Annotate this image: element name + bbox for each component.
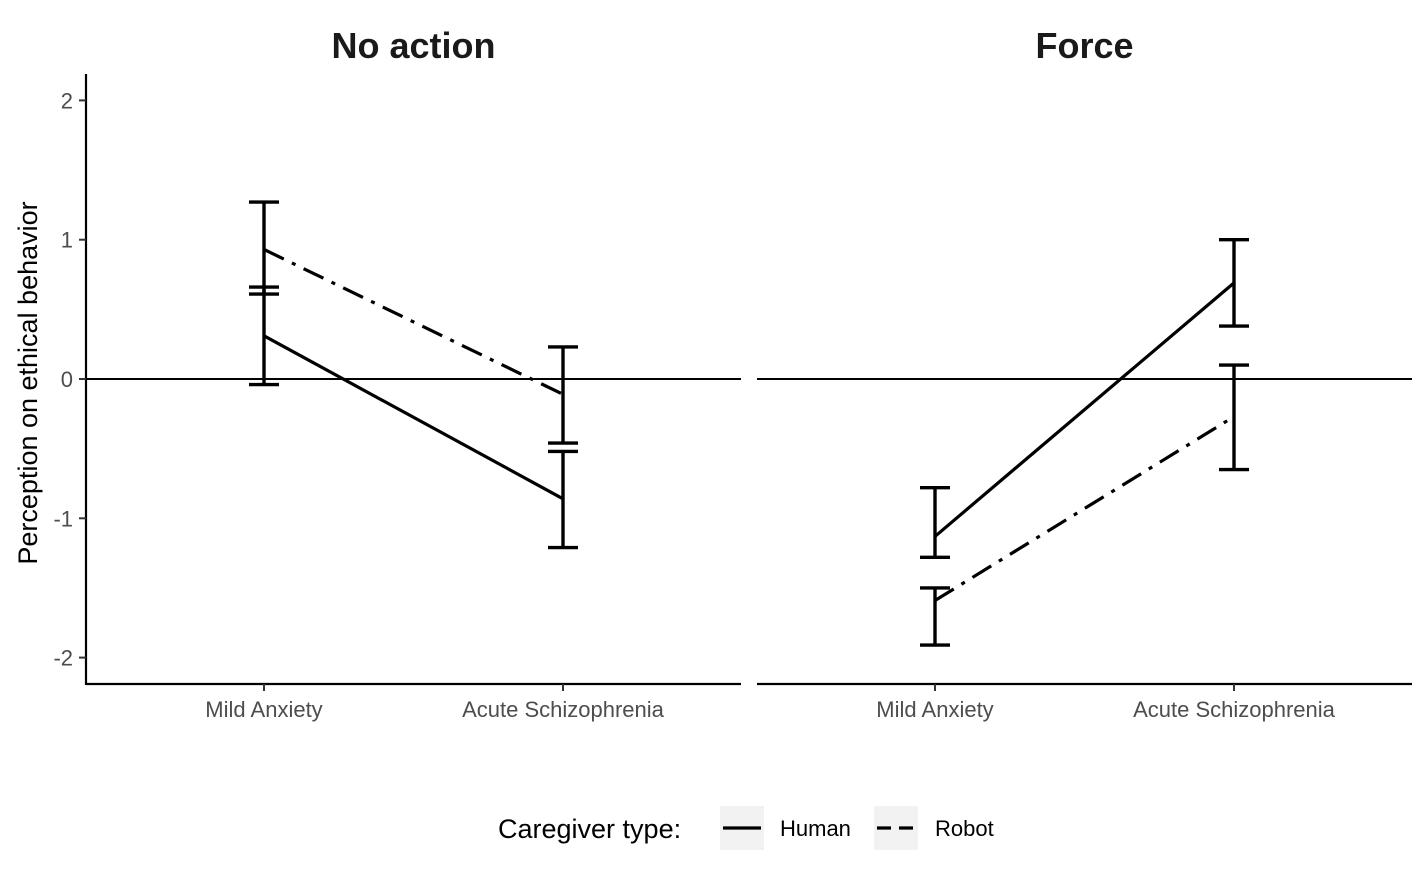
series-line bbox=[933, 281, 1236, 538]
error-bar bbox=[920, 586, 950, 647]
y-tick-label: 0 bbox=[61, 367, 73, 392]
error-bar bbox=[1219, 237, 1249, 328]
error-bar bbox=[1219, 363, 1249, 472]
x-tick-label: Mild Anxiety bbox=[205, 697, 322, 722]
y-tick-label: -1 bbox=[53, 506, 73, 531]
error-bar bbox=[548, 449, 578, 550]
series-line bbox=[263, 248, 564, 396]
series-robot bbox=[249, 200, 578, 445]
y-tick-label: -2 bbox=[53, 646, 73, 671]
series-human bbox=[249, 285, 578, 550]
y-tick-label: 2 bbox=[61, 88, 73, 113]
legend-label-robot: Robot bbox=[935, 816, 994, 841]
legend-title: Caregiver type: bbox=[498, 814, 681, 844]
series-human bbox=[920, 237, 1249, 560]
panel-title: No action bbox=[331, 25, 495, 66]
y-tick-label: 1 bbox=[61, 228, 73, 253]
series-line bbox=[934, 415, 1235, 602]
y-axis-title: Perception on ethical behavior bbox=[13, 201, 43, 564]
x-tick-label: Acute Schizophrenia bbox=[462, 697, 665, 722]
panel-1: No action -2 -1 0 1 2 Mild Anxiety Acute Schizo… bbox=[53, 25, 741, 722]
error-bar bbox=[920, 485, 950, 560]
series-line bbox=[263, 334, 564, 501]
panel-title: Force bbox=[1035, 25, 1133, 66]
error-bar bbox=[249, 200, 279, 296]
error-bar bbox=[249, 285, 279, 387]
panel-2: Force Mild Anxiety Acute Schizophrenia bbox=[757, 25, 1412, 722]
error-bar bbox=[548, 345, 578, 445]
legend: Caregiver type: Human Robot bbox=[498, 806, 994, 850]
x-tick-label: Mild Anxiety bbox=[876, 697, 993, 722]
series-robot bbox=[920, 363, 1249, 647]
x-tick-label: Acute Schizophrenia bbox=[1133, 697, 1336, 722]
panels: No action -2 -1 0 1 2 Mild Anxiety Acute Schizo… bbox=[53, 25, 1412, 722]
legend-label-human: Human bbox=[780, 816, 851, 841]
